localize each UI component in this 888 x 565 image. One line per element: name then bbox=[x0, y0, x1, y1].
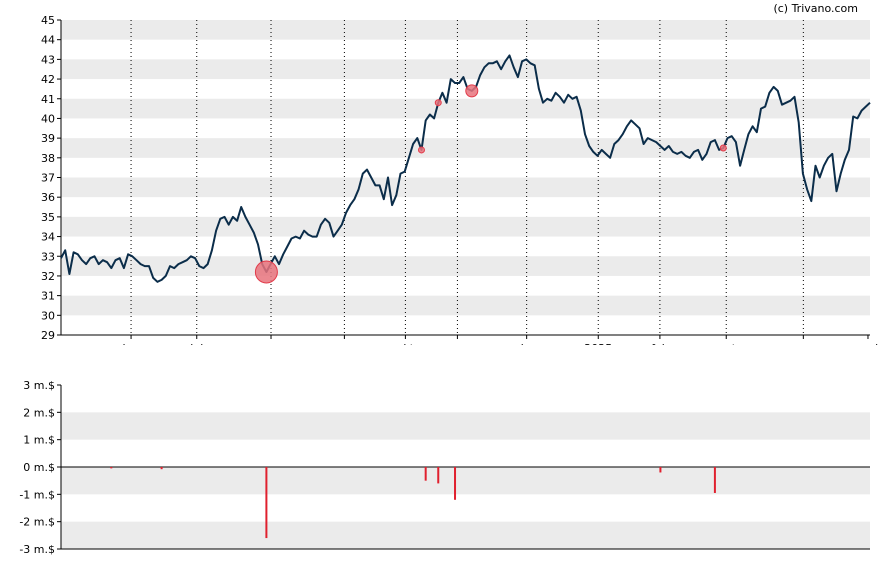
credit-label: (c) Trivano.com bbox=[773, 2, 858, 15]
x-tick-label: mrt bbox=[716, 342, 736, 345]
x-tick-label: mei bbox=[858, 342, 879, 345]
x-tick-label: jul bbox=[189, 342, 203, 345]
x-tick-label: jun bbox=[122, 342, 140, 345]
band bbox=[61, 98, 870, 119]
band bbox=[61, 467, 870, 495]
y-tick-label: 0 m.$ bbox=[23, 461, 55, 474]
trade-marker bbox=[465, 84, 479, 98]
volume-bar bbox=[160, 467, 163, 470]
price-chart: 29 30 31 32 33 34 35 36 37 38 39 40 41 42 43 44 45 jun jul… bbox=[41, 14, 879, 345]
x-tick-label: aug bbox=[261, 342, 282, 345]
y-tick-label: 40 bbox=[41, 112, 55, 125]
x-tick-label: 2025 bbox=[584, 342, 612, 345]
y-tick-label: -1 m.$ bbox=[19, 488, 55, 501]
y-tick-label: 1 m.$ bbox=[23, 434, 55, 447]
y-tick-label: 29 bbox=[41, 329, 55, 342]
y-tick-label: 32 bbox=[41, 270, 55, 283]
band bbox=[61, 412, 870, 440]
band bbox=[61, 138, 870, 158]
band bbox=[61, 521, 870, 549]
band bbox=[61, 177, 870, 198]
y-tick-label: 34 bbox=[41, 231, 55, 244]
y-tick-label: 37 bbox=[41, 172, 55, 185]
x-tick-label: apr bbox=[794, 342, 813, 345]
y-tick-label: 42 bbox=[41, 73, 55, 86]
y-tick-label: -3 m.$ bbox=[19, 543, 55, 556]
band bbox=[61, 256, 870, 276]
volume-bar bbox=[110, 467, 113, 469]
band bbox=[61, 295, 870, 316]
volume-bar bbox=[424, 467, 427, 481]
y-tick-label: -2 m.$ bbox=[19, 516, 55, 529]
volume-bar bbox=[659, 467, 662, 473]
y-tick-label: 43 bbox=[41, 53, 55, 66]
x-tick-label: dec bbox=[517, 342, 537, 345]
trade-marker bbox=[434, 99, 442, 107]
x-tick-label: sep bbox=[335, 342, 354, 345]
volume-bar bbox=[265, 467, 268, 539]
y-tick-label: 33 bbox=[41, 250, 55, 263]
y-tick-label: 38 bbox=[41, 152, 55, 165]
y-tick-label: 3 m.$ bbox=[23, 379, 55, 392]
y-tick-label: 36 bbox=[41, 191, 55, 204]
price-line bbox=[60, 54, 871, 283]
volume-bar bbox=[713, 467, 716, 493]
volume-bar bbox=[454, 467, 457, 500]
y-tick-label: 45 bbox=[41, 14, 55, 27]
y-tick-label: 31 bbox=[41, 290, 55, 303]
y-tick-label: 30 bbox=[41, 309, 55, 322]
x-tick-label: feb bbox=[651, 342, 669, 345]
trade-marker bbox=[719, 144, 727, 152]
trade-marker bbox=[254, 260, 278, 284]
volume-chart: 3 m.$ 2 m.$ 1 m.$ 0 m.$ -1 m.$ -2 m.$ -3 m.$ bbox=[19, 379, 870, 556]
x-tick-label: nov bbox=[447, 342, 468, 345]
volume-bar bbox=[437, 467, 440, 484]
x-tick-label: okt bbox=[397, 342, 415, 345]
y-tick-label: 35 bbox=[41, 211, 55, 224]
trade-marker bbox=[417, 146, 425, 154]
y-tick-label: 41 bbox=[41, 93, 55, 106]
band bbox=[61, 216, 870, 237]
band bbox=[61, 59, 870, 80]
y-tick-label: 44 bbox=[41, 34, 55, 47]
band bbox=[61, 20, 870, 40]
y-tick-label: 39 bbox=[41, 132, 55, 145]
y-tick-label: 2 m.$ bbox=[23, 406, 55, 419]
